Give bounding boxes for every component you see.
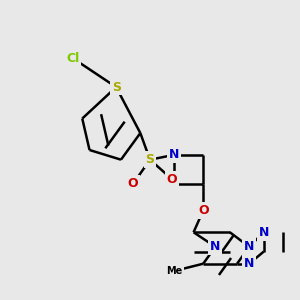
- Text: N: N: [210, 240, 220, 253]
- Text: N: N: [244, 257, 254, 270]
- Text: N: N: [169, 148, 179, 161]
- Text: S: S: [146, 153, 154, 166]
- Text: O: O: [198, 204, 208, 217]
- Text: S: S: [112, 81, 121, 94]
- Text: O: O: [167, 172, 177, 185]
- Text: O: O: [128, 177, 138, 190]
- Text: Cl: Cl: [66, 52, 79, 64]
- Text: Me: Me: [166, 266, 182, 276]
- Text: N: N: [244, 240, 254, 253]
- Text: N: N: [259, 226, 269, 239]
